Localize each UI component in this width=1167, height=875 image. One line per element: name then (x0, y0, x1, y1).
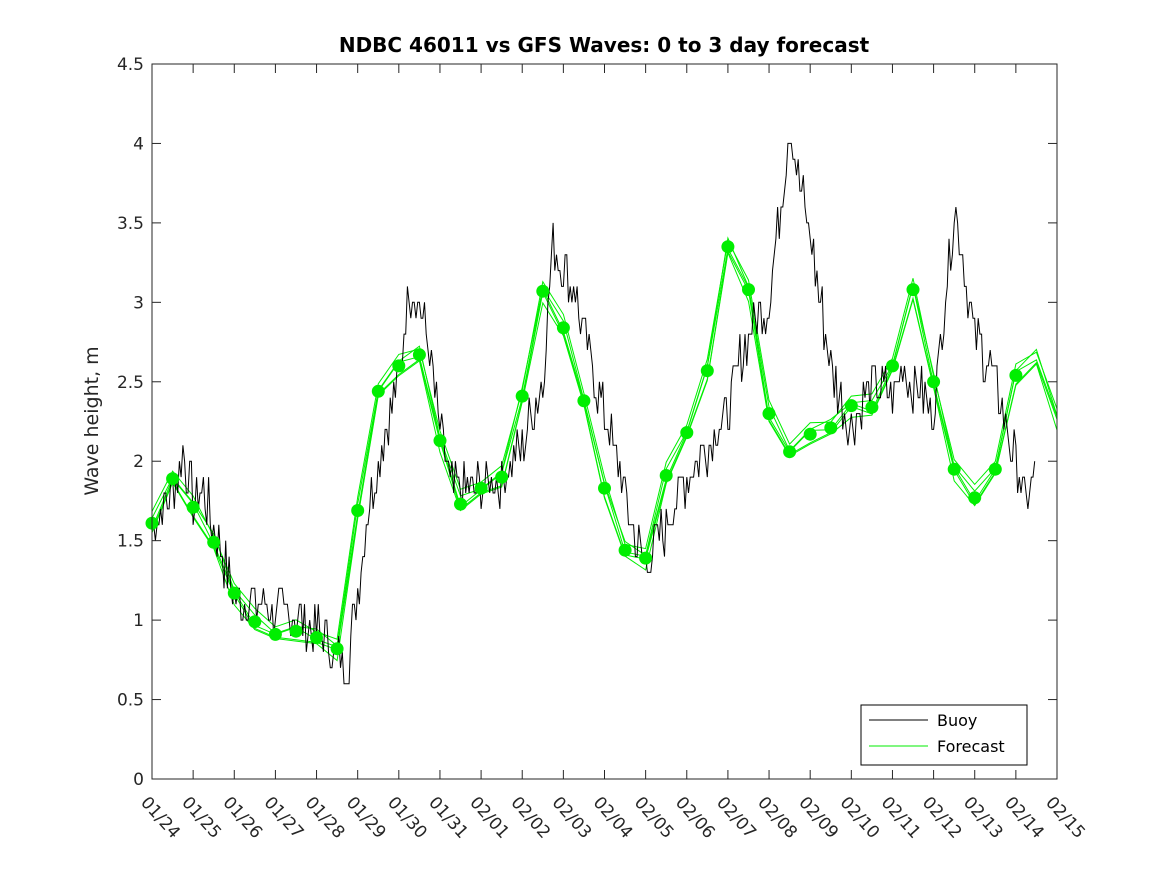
forecast-point (639, 551, 653, 565)
forecast-point (927, 375, 941, 389)
x-tick-label: 01/26 (219, 793, 267, 843)
forecast-point (227, 586, 241, 600)
y-tick-label: 2.5 (117, 373, 144, 393)
forecast-point (659, 469, 673, 482)
x-tick-label: 01/24 (136, 793, 184, 843)
forecast-point (515, 389, 529, 403)
forecast-point (783, 445, 797, 459)
forecast-point (721, 240, 735, 254)
forecast-point (186, 500, 200, 514)
y-tick-label: 1.5 (117, 532, 144, 552)
forecast-point (844, 399, 858, 413)
x-tick-label: 02/12 (918, 793, 966, 843)
forecast-point (289, 624, 303, 638)
forecast-point (351, 504, 365, 517)
marker-layer (145, 240, 1023, 656)
x-tick-label: 02/05 (630, 793, 678, 843)
x-tick-label: 01/30 (383, 793, 431, 843)
forecast-point (742, 283, 755, 297)
x-tick-label: 01/28 (301, 793, 349, 843)
forecast-point (412, 348, 426, 362)
y-tick-label: 0 (133, 770, 144, 790)
forecast-point (536, 284, 550, 298)
x-tick-label: 02/14 (1000, 793, 1048, 843)
forecast-point (680, 426, 694, 440)
forecast-point (906, 283, 920, 297)
forecast-point (577, 394, 591, 408)
y-tick-label: 1 (133, 611, 144, 631)
forecast-point (886, 359, 899, 373)
forecast-line-3 (151, 239, 1058, 640)
y-tick-label: 0.5 (117, 691, 144, 711)
x-tick-label: 02/04 (589, 793, 637, 843)
forecast-point (454, 497, 467, 511)
forecast-point (865, 400, 879, 414)
forecast-point (824, 421, 838, 435)
forecast-point (310, 631, 323, 645)
legend-forecast-label: Forecast (937, 737, 1005, 756)
legend-buoy-label: Buoy (937, 711, 977, 730)
y-tick-label: 4 (133, 134, 144, 154)
x-tick-label: 01/29 (342, 793, 390, 843)
x-tick-label: 02/06 (671, 793, 719, 843)
y-tick-label: 4.5 (117, 55, 144, 75)
forecast-point (248, 615, 262, 629)
x-tick-label: 02/07 (712, 793, 760, 843)
y-tick-label: 2 (133, 452, 144, 472)
forecast-point (371, 384, 385, 398)
legend-box (860, 704, 1028, 766)
x-tick-label: 02/11 (877, 793, 925, 843)
forecast-point (330, 642, 344, 656)
forecast-point (618, 543, 632, 557)
forecast-point (988, 462, 1002, 476)
forecast-point (433, 434, 447, 448)
x-tick-label: 02/02 (507, 793, 555, 843)
forecast-point (268, 627, 282, 641)
x-tick-label: 02/03 (548, 793, 596, 843)
x-tick-label: 01/25 (177, 793, 225, 843)
y-tick-label: 3 (133, 293, 144, 313)
forecast-point (968, 491, 982, 505)
x-tick-label: 01/31 (424, 793, 472, 843)
x-tick-label: 02/08 (753, 793, 801, 843)
x-tick-label: 02/10 (836, 793, 884, 843)
forecast-line-4 (151, 251, 1058, 662)
x-tick-label: 01/27 (260, 793, 308, 843)
chart-title: NDBC 46011 vs GFS Waves: 0 to 3 day fore… (339, 33, 870, 57)
forecast-point (166, 472, 180, 486)
forecast-point (556, 321, 570, 335)
forecast-point (474, 481, 488, 495)
forecast-point (495, 470, 509, 484)
x-tick-label: 02/01 (465, 793, 513, 843)
y-tick-label: 3.5 (117, 214, 144, 234)
forecast-point (1009, 368, 1023, 382)
legend: Buoy Forecast (860, 704, 1028, 766)
x-tick-label: 02/15 (1041, 793, 1089, 843)
forecast-point (598, 481, 611, 495)
x-tick-label: 02/13 (959, 793, 1007, 843)
forecast-point (700, 364, 714, 378)
forecast-point (392, 359, 406, 373)
forecast-point (803, 427, 817, 441)
forecast-point (947, 462, 961, 476)
x-tick-label: 02/09 (794, 793, 842, 843)
forecast-point (207, 535, 221, 549)
buoy-line (152, 142, 1036, 685)
forecast-point (762, 407, 776, 421)
y-axis-label: Wave height, m (81, 346, 103, 495)
